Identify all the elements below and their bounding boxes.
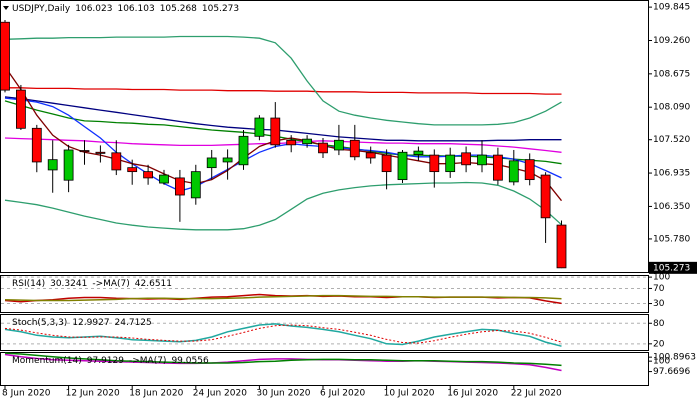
candle-body — [477, 154, 487, 166]
header-part: 105.268 — [160, 4, 197, 14]
header-part: 106.103 — [117, 4, 154, 14]
candle-body — [127, 167, 138, 173]
moving-average — [4, 137, 562, 153]
panel-header: Momentum(14) 97.9129 ->MA(7) 99.0556 — [12, 356, 209, 366]
candle-body — [365, 152, 376, 159]
candle-body — [429, 154, 440, 173]
candle-body — [397, 151, 408, 181]
y-tick-label: 106.350 — [653, 202, 690, 212]
candle-body — [254, 117, 265, 137]
candle-body — [286, 139, 297, 146]
candle-body — [524, 159, 535, 181]
candle-body — [508, 160, 519, 183]
main-panel-frame — [0, 0, 649, 273]
panel-header: RSI(14) 30.3241 ->MA(7) 42.6511 — [12, 279, 172, 289]
candle-body — [492, 154, 503, 181]
candle-body — [333, 139, 344, 151]
candle-body — [318, 142, 328, 154]
candle-body — [174, 177, 185, 196]
header-part: 106.023 — [75, 4, 112, 14]
candle-body — [222, 157, 233, 163]
x-tick-label: 10 Jul 2020 — [384, 389, 435, 399]
y-tick-label: 20 — [653, 339, 665, 349]
candle-body — [413, 150, 424, 155]
y-tick-label: 108.090 — [653, 103, 690, 113]
moving-average — [4, 96, 562, 142]
y-tick-label: 108.675 — [653, 69, 690, 79]
candle-body — [31, 127, 42, 163]
moving-average — [4, 35, 562, 126]
header-part: 12.9927 — [72, 318, 109, 328]
x-tick-label: 8 Jun 2020 — [2, 389, 51, 399]
y-tick-label: 100.8963 — [653, 353, 696, 363]
y-tick-label: 30 — [653, 299, 665, 309]
header-part: 30.3241 — [50, 279, 87, 289]
header-part: 105.273 — [202, 4, 239, 14]
candle-body — [556, 224, 567, 269]
candle-body — [206, 157, 217, 169]
y-tick-label: 100 — [653, 273, 670, 283]
header-part: ->MA(7) — [129, 356, 166, 366]
header-part: 24.7125 — [115, 318, 152, 328]
candle-body — [47, 159, 58, 171]
candle-body — [302, 138, 313, 145]
x-tick-label: 24 Jun 2020 — [193, 389, 247, 399]
x-tick-label: 30 Jun 2020 — [256, 389, 310, 399]
candle-body — [461, 152, 472, 166]
price-tag-label: 105.273 — [653, 263, 690, 273]
header-part: Momentum(14) — [12, 356, 82, 366]
candle-body — [79, 150, 90, 153]
moving-average — [4, 181, 562, 231]
y-tick-label: 100 — [653, 357, 670, 367]
stoch-panel-frame — [0, 314, 649, 351]
panel-header: Stoch(5,3,3) 12.9927 24.7125 — [12, 318, 152, 328]
x-tick-label: 18 Jun 2020 — [129, 389, 183, 399]
header-part: 99.0556 — [171, 356, 208, 366]
indicator-line — [4, 352, 562, 367]
y-tick-label: 109.260 — [653, 36, 690, 46]
indicator-line — [4, 324, 562, 344]
y-tick-label: 97.6696 — [653, 367, 690, 377]
header-part: Stoch(5,3,3) — [12, 318, 67, 328]
candle-body — [143, 171, 154, 179]
x-tick-label: 16 Jul 2020 — [447, 389, 498, 399]
x-tick-label: 22 Jul 2020 — [511, 389, 562, 399]
momentum-panel-frame — [0, 352, 649, 386]
collapse-icon — [3, 6, 9, 10]
x-tick-label: 6 Jul 2020 — [320, 389, 365, 399]
y-tick-label: 106.935 — [653, 169, 690, 179]
moving-average — [5, 87, 562, 95]
candle-body — [95, 151, 106, 154]
candle-body — [540, 174, 551, 219]
candle-body — [159, 174, 169, 184]
candle-body — [190, 171, 201, 199]
candle-body — [15, 89, 26, 129]
header-part: USDJPY,Daily — [12, 4, 71, 14]
y-tick-label: 105.780 — [653, 234, 690, 244]
candle-body — [270, 117, 281, 146]
candle-body — [445, 154, 456, 173]
indicator-line — [4, 294, 562, 302]
header-part: 42.6511 — [135, 279, 172, 289]
rsi-panel-frame — [0, 275, 649, 313]
header-part: 97.9129 — [87, 356, 124, 366]
candle-body — [238, 135, 249, 166]
header-part: ->MA(7) — [92, 279, 129, 289]
panel-header: USDJPY,Daily 106.023 106.103 105.268 105.273 — [12, 4, 239, 14]
candle-body — [381, 154, 392, 173]
candle-body — [111, 152, 122, 171]
y-tick-label: 109.845 — [653, 3, 690, 13]
y-tick-label: 70 — [653, 284, 665, 294]
candle-body — [63, 149, 74, 181]
price-tag — [649, 261, 697, 274]
candle-body — [0, 21, 10, 91]
x-tick-label: 12 Jun 2020 — [66, 389, 120, 399]
y-tick-label: 80 — [653, 319, 665, 329]
candle-body — [349, 139, 360, 158]
y-tick-label: 107.520 — [653, 135, 690, 145]
header-part: RSI(14) — [12, 279, 45, 289]
